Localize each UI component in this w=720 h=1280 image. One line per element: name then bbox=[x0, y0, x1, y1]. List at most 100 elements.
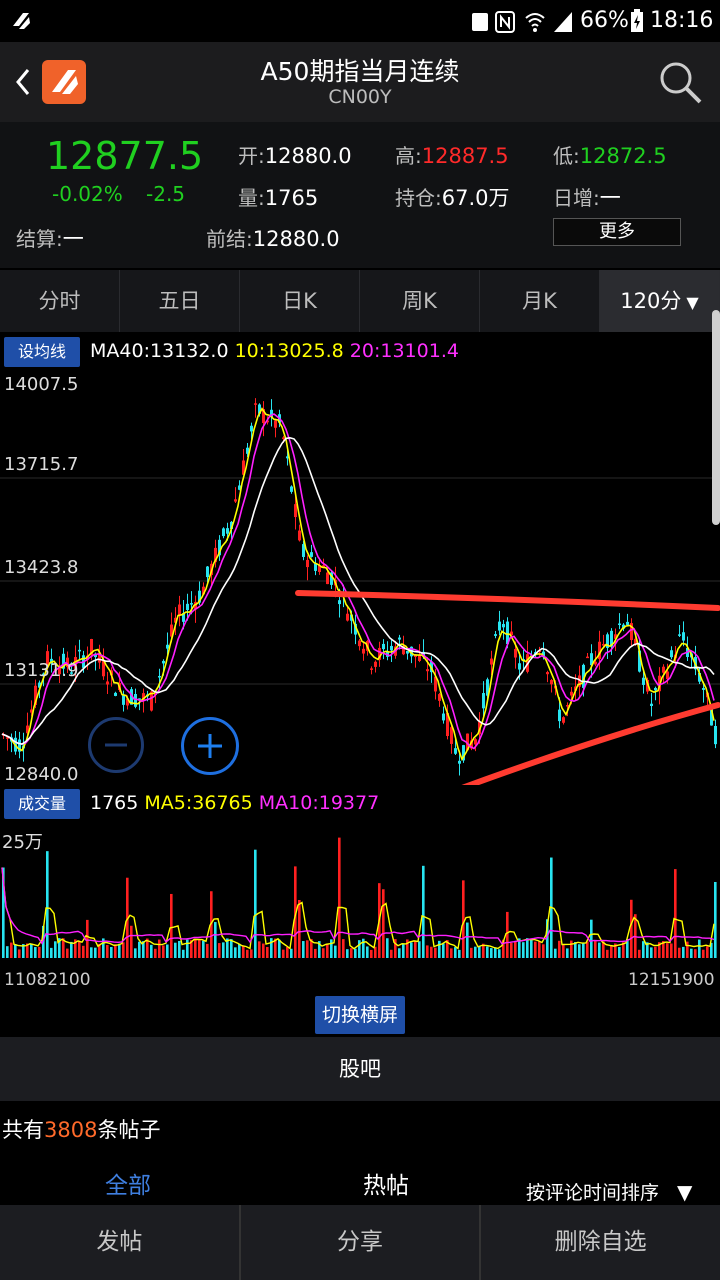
volume-bar bbox=[226, 938, 229, 958]
candle-body bbox=[222, 528, 225, 537]
volume-bar bbox=[610, 945, 613, 958]
candle-body bbox=[318, 565, 321, 573]
candle-body bbox=[490, 658, 493, 665]
candle-body bbox=[590, 653, 593, 666]
candle-body bbox=[178, 604, 181, 616]
candle-body bbox=[698, 672, 701, 682]
zoom-out-button[interactable] bbox=[88, 717, 144, 773]
tab-all-posts[interactable]: 全部 bbox=[105, 1173, 151, 1199]
volume-bar bbox=[638, 949, 641, 958]
volume-bar bbox=[14, 944, 17, 958]
candle-body bbox=[606, 634, 609, 648]
scrollbar[interactable] bbox=[712, 310, 720, 525]
candle-body bbox=[702, 688, 705, 690]
candle-body bbox=[382, 643, 385, 650]
candle-body bbox=[642, 677, 645, 685]
more-button[interactable]: 更多 bbox=[553, 218, 681, 246]
volume-bar bbox=[246, 949, 249, 958]
high-field: 高:12887.5 bbox=[395, 140, 509, 169]
tab-daily-k[interactable]: 日K bbox=[240, 270, 360, 332]
tab-weekly-k[interactable]: 周K bbox=[360, 270, 480, 332]
volume-bar bbox=[590, 919, 593, 958]
volume-bar bbox=[654, 946, 657, 958]
tab-intraday[interactable]: 分时 bbox=[0, 270, 120, 332]
sort-dropdown[interactable]: 按评论时间排序 ▼ bbox=[526, 1178, 692, 1205]
volume-bar bbox=[498, 949, 501, 958]
volume-bar bbox=[534, 941, 537, 958]
volume-axis-top: 25万 bbox=[2, 832, 43, 853]
share-button[interactable]: 分享 bbox=[241, 1205, 482, 1280]
candle-body bbox=[630, 623, 633, 641]
volume-bar bbox=[38, 946, 41, 958]
search-icon[interactable] bbox=[656, 58, 704, 106]
candle-body bbox=[206, 566, 209, 578]
volume-bar bbox=[66, 948, 69, 958]
settle-value: 一 bbox=[62, 227, 84, 251]
prev-settle-value: 12880.0 bbox=[252, 227, 340, 251]
candle-body bbox=[270, 409, 273, 417]
settle-field: 结算:一 bbox=[16, 223, 84, 253]
volume-bar bbox=[34, 947, 37, 958]
volume-bar bbox=[322, 948, 325, 958]
candle-body bbox=[550, 680, 553, 685]
guba-header[interactable]: 股吧 bbox=[0, 1037, 720, 1101]
volume-bar bbox=[218, 943, 221, 958]
set-ma-button[interactable]: 设均线 bbox=[4, 337, 80, 367]
landscape-toggle-button[interactable]: 切换横屏 bbox=[315, 996, 405, 1034]
candle-body bbox=[538, 650, 541, 653]
volume-bar bbox=[510, 942, 513, 958]
candle-body bbox=[130, 689, 133, 705]
zoom-in-button[interactable] bbox=[181, 717, 239, 775]
ma10-value: 10:13025.8 bbox=[234, 340, 344, 362]
candle-body bbox=[234, 499, 237, 502]
candle-body bbox=[330, 572, 333, 585]
volume-bar bbox=[314, 948, 317, 958]
candle-body bbox=[354, 623, 357, 635]
volume-bar bbox=[642, 941, 645, 958]
dropdown-arrow-icon: ▼ bbox=[681, 293, 699, 312]
back-icon[interactable] bbox=[12, 66, 34, 98]
candle-body bbox=[150, 691, 153, 711]
volume-ma10: MA10:19377 bbox=[258, 792, 380, 814]
volume-bar bbox=[86, 919, 89, 958]
volume-bar bbox=[338, 837, 341, 958]
volume-bar bbox=[606, 949, 609, 958]
kline-chart[interactable]: 14007.5 13715.7 13423.8 13131.9 12840.0 bbox=[0, 370, 720, 801]
candle-body bbox=[358, 640, 361, 647]
volume-indicator-button[interactable]: 成交量 bbox=[4, 789, 80, 819]
volume-bar bbox=[174, 942, 177, 958]
post-button[interactable]: 发帖 bbox=[0, 1205, 241, 1280]
post-count-number: 3808 bbox=[44, 1118, 98, 1142]
tab-five-day[interactable]: 五日 bbox=[120, 270, 240, 332]
volume-bar bbox=[658, 942, 661, 958]
remove-favorite-button[interactable]: 删除自选 bbox=[554, 1229, 647, 1255]
candle-body bbox=[406, 650, 409, 654]
volume-bar bbox=[570, 940, 573, 958]
volume-bar bbox=[146, 938, 149, 958]
volume-bar bbox=[406, 939, 409, 958]
candle-body bbox=[218, 539, 221, 556]
ma40-line bbox=[1, 436, 715, 745]
tab-hot-posts[interactable]: 热帖 bbox=[363, 1173, 409, 1199]
volume-bar bbox=[214, 922, 217, 958]
volume-bar bbox=[482, 943, 485, 958]
volume-bar bbox=[622, 942, 625, 958]
volume-bar bbox=[154, 948, 157, 958]
candle-body bbox=[494, 634, 497, 636]
candle-body bbox=[370, 668, 373, 670]
volume-bar bbox=[674, 869, 677, 958]
plus-icon bbox=[198, 734, 222, 758]
candle-body bbox=[470, 740, 473, 749]
candle-body bbox=[450, 727, 453, 744]
volume-chart[interactable]: 25万 bbox=[0, 822, 720, 962]
low-value: 12872.5 bbox=[579, 144, 667, 168]
volume-bar bbox=[530, 938, 533, 958]
volume-bar bbox=[62, 938, 65, 958]
tab-monthly-k[interactable]: 月K bbox=[480, 270, 600, 332]
post-count-prefix: 共有 bbox=[2, 1118, 44, 1142]
tab-120-min[interactable]: 120分 ▼ bbox=[600, 270, 720, 332]
volume-bar bbox=[122, 942, 125, 958]
app-notification-icon bbox=[13, 13, 30, 29]
volume-bar bbox=[242, 945, 245, 958]
volume-bar bbox=[602, 941, 605, 958]
